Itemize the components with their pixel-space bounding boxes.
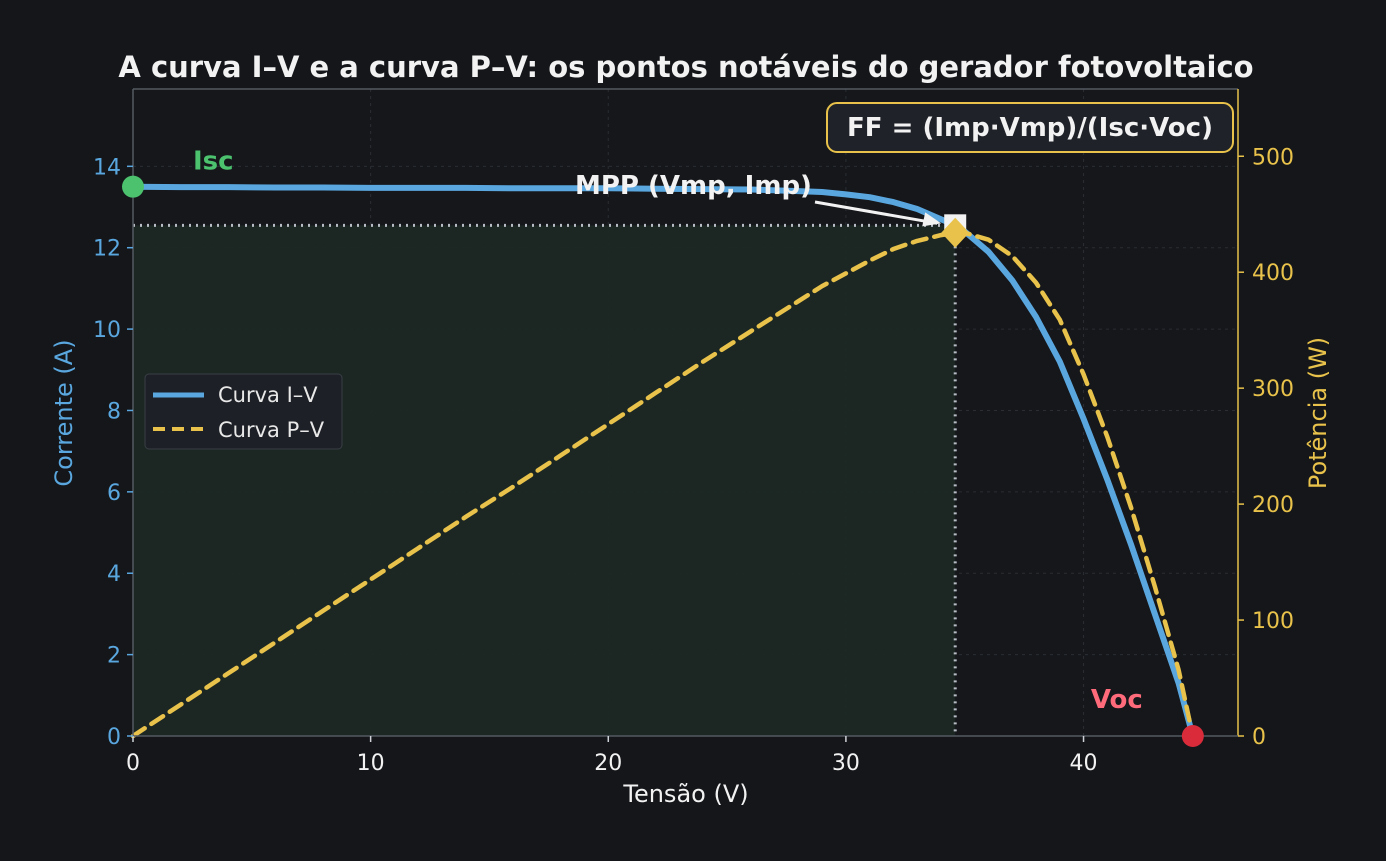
y-right-axis-label: Potência (W) [1304, 337, 1332, 489]
isc-label: Isc [193, 147, 234, 177]
y-left-tick-label: 0 [107, 725, 121, 750]
iv-curve-line [130, 183, 1196, 739]
y-left-tick-label: 4 [107, 562, 121, 587]
legend: Curva I–V Curva P–V [144, 373, 343, 450]
y-left-tick-label: 8 [107, 399, 121, 424]
x-tick-label: 20 [594, 751, 622, 776]
y-right-tick-label: 100 [1252, 609, 1294, 634]
x-tick-label: 40 [1070, 751, 1098, 776]
y-left-tick-label: 2 [107, 644, 121, 669]
y-right-tick-label: 200 [1252, 493, 1294, 518]
y-right-tick-label: 400 [1252, 261, 1294, 286]
x-tick-label: 0 [126, 751, 140, 776]
y-left-tick-label: 6 [107, 481, 121, 506]
chart-title: A curva I–V e a curva P–V: os pontos not… [118, 50, 1253, 84]
legend-pv-label: Curva P–V [218, 418, 325, 442]
pv-curve-line [130, 230, 1196, 739]
x-axis-label: Tensão (V) [622, 780, 748, 808]
legend-iv-label: Curva I–V [218, 383, 318, 407]
y-left-tick-label: 12 [93, 237, 121, 262]
y-left-tick-label: 10 [93, 318, 121, 343]
y-right-tick-label: 0 [1252, 725, 1266, 750]
y-left-axis-label: Corrente (A) [50, 339, 78, 486]
y-right-tick-label: 500 [1252, 145, 1294, 170]
voc-label: Voc [1091, 685, 1143, 715]
x-tick-label: 10 [357, 751, 385, 776]
isc-marker [122, 175, 144, 198]
fill-factor-formula: FF = (Imp·Vmp)/(Isc·Voc) [847, 113, 1213, 143]
x-tick-label: 30 [832, 751, 860, 776]
y-left-tick-label: 14 [93, 155, 121, 180]
mpp-pv-marker [941, 217, 970, 248]
mpp-arrow-line [814, 200, 938, 225]
voc-marker [1181, 725, 1204, 747]
max-power-region [133, 225, 956, 736]
y-right-tick-label: 300 [1252, 377, 1294, 402]
mpp-arrow-head [922, 212, 942, 227]
mpp-label: MPP (Vmp, Imp) [575, 171, 812, 201]
fill-factor-box: FF = (Imp·Vmp)/(Isc·Voc) [826, 102, 1234, 153]
fill-factor-box-frame [826, 102, 1234, 153]
